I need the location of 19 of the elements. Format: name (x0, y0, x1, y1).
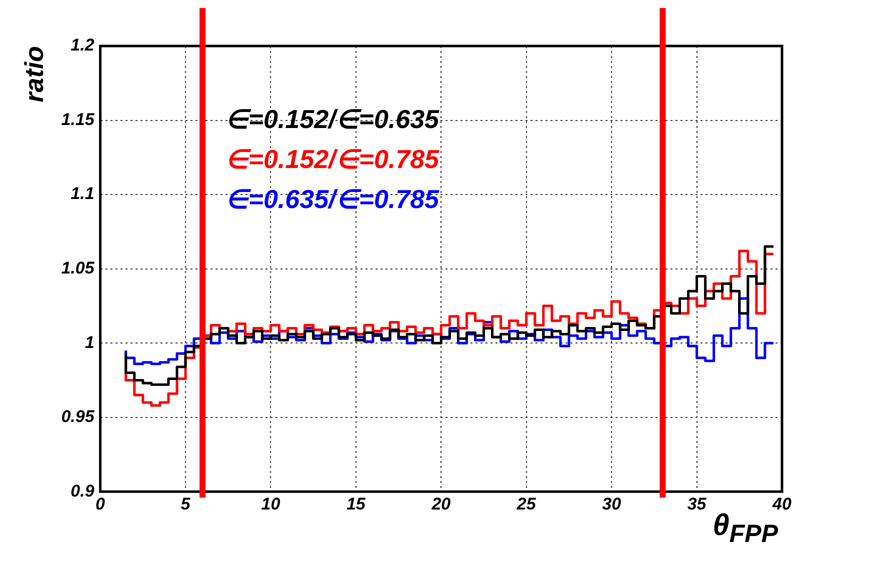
x-tick-label: 30 (602, 494, 622, 514)
x-tick-label: 20 (430, 494, 452, 514)
text: ∈=0.635/∈=0.785 (225, 184, 440, 214)
text: ∈=0.152/∈=0.785 (225, 144, 440, 174)
y-tick-label: 1.1 (70, 184, 94, 204)
x-tick-label: 0 (96, 494, 106, 514)
x-tick-label: 5 (180, 494, 191, 514)
y-tick-label: 0.95 (61, 407, 95, 426)
x-tick-label: 35 (687, 494, 707, 514)
x-tick-label: 25 (516, 494, 536, 514)
y-tick-label: 1.05 (61, 258, 95, 278)
x-tick-label: 15 (346, 494, 366, 514)
y-tick-label: 1.2 (70, 36, 95, 55)
text: ∈=0.152/∈=0.635 (225, 104, 440, 134)
y-tick-label: 1.15 (61, 110, 95, 129)
y-tick-label: 1 (84, 332, 94, 352)
y-tick-label: 0.9 (70, 481, 95, 500)
y-axis-title: ratio (18, 46, 49, 102)
x-tick-label: 10 (261, 494, 281, 514)
